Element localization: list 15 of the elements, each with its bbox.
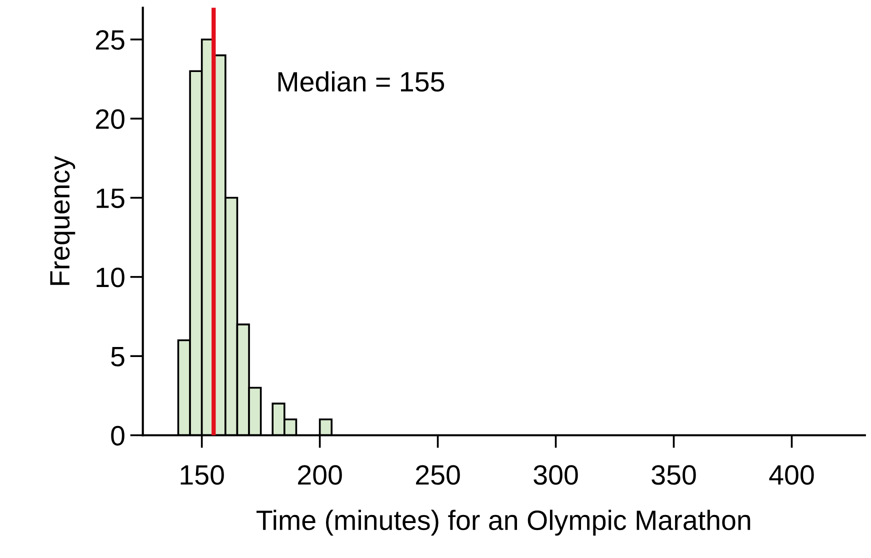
y-tick-label: 5 [111, 347, 124, 366]
x-tick-label: 250 [416, 465, 460, 485]
x-axis-title: Time (minutes) for an Olympic Marathon [256, 510, 750, 536]
x-tick-label: 200 [298, 465, 342, 485]
y-tick-label: 10 [96, 268, 124, 288]
x-tick-label: 350 [652, 465, 696, 485]
x-tick-label: 400 [769, 465, 814, 485]
x-tick-label: 300 [534, 465, 578, 485]
ref-line-label: Median = 155 [278, 71, 444, 92]
y-tick-label: 0 [111, 426, 124, 446]
y-tick-label: 15 [96, 188, 124, 208]
y-tick-label: 25 [96, 30, 124, 50]
y-tick-label: 20 [96, 109, 124, 129]
y-axis-title: Frequency [50, 156, 76, 285]
x-tick-label: 150 [180, 465, 224, 485]
